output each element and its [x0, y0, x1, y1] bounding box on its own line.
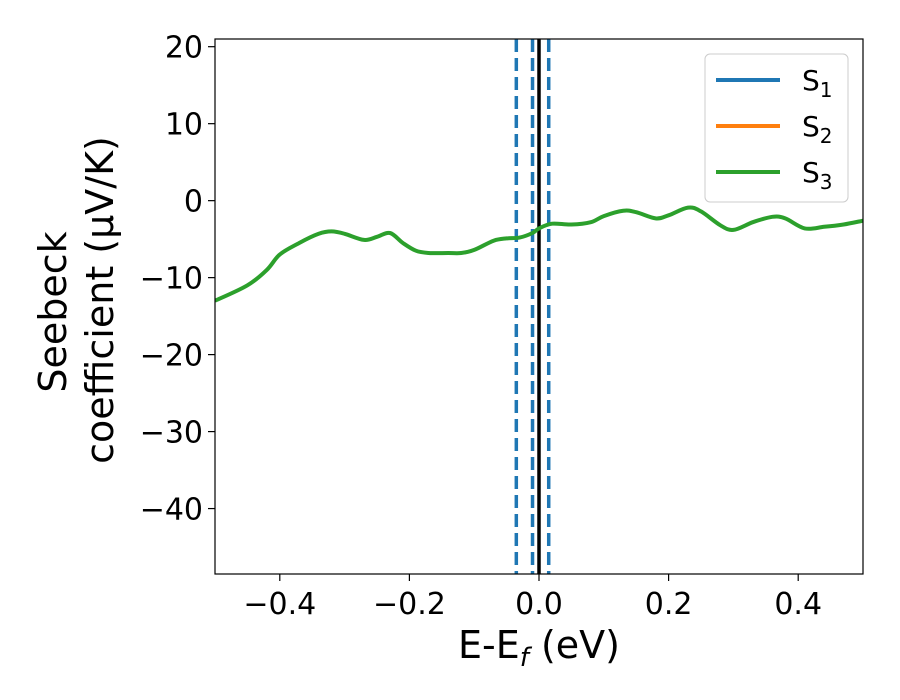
- x-tick-label: −0.2: [373, 587, 446, 622]
- y-tick-label: 10: [165, 108, 203, 143]
- legend-label-s1: S1: [802, 64, 833, 102]
- y-tick-label: −30: [140, 416, 203, 451]
- y-axis-title-line2: coefficient (μV/K): [78, 136, 122, 464]
- legend-label-s2: S2: [802, 110, 833, 148]
- x-axis: −0.4 −0.2 0.0 0.2 0.4: [243, 574, 822, 622]
- x-axis-title-unit: (eV): [529, 623, 620, 667]
- y-tick-label: −40: [140, 493, 203, 528]
- series-line-s3: [215, 205, 863, 303]
- x-tick-label: 0.2: [645, 587, 693, 622]
- legend-label-s3: S3: [802, 156, 833, 194]
- legend: S1 S2 S3: [704, 53, 849, 203]
- x-axis-title: E-Ef (eV): [458, 623, 620, 673]
- y-tick-label: 20: [165, 31, 203, 66]
- y-tick-label: −20: [140, 339, 203, 374]
- y-tick-label: 0: [184, 185, 203, 220]
- y-tick-label: −10: [140, 262, 203, 297]
- x-tick-label: −0.4: [243, 587, 316, 622]
- x-axis-title-main: E-E: [458, 623, 520, 667]
- y-axis-title-line1: Seebeck: [31, 231, 75, 392]
- y-axis: 20 10 0 −10 −20 −30 −40: [140, 31, 215, 528]
- x-tick-label: 0.4: [774, 587, 822, 622]
- plot-area: [215, 39, 863, 574]
- x-tick-label: 0.0: [515, 587, 563, 622]
